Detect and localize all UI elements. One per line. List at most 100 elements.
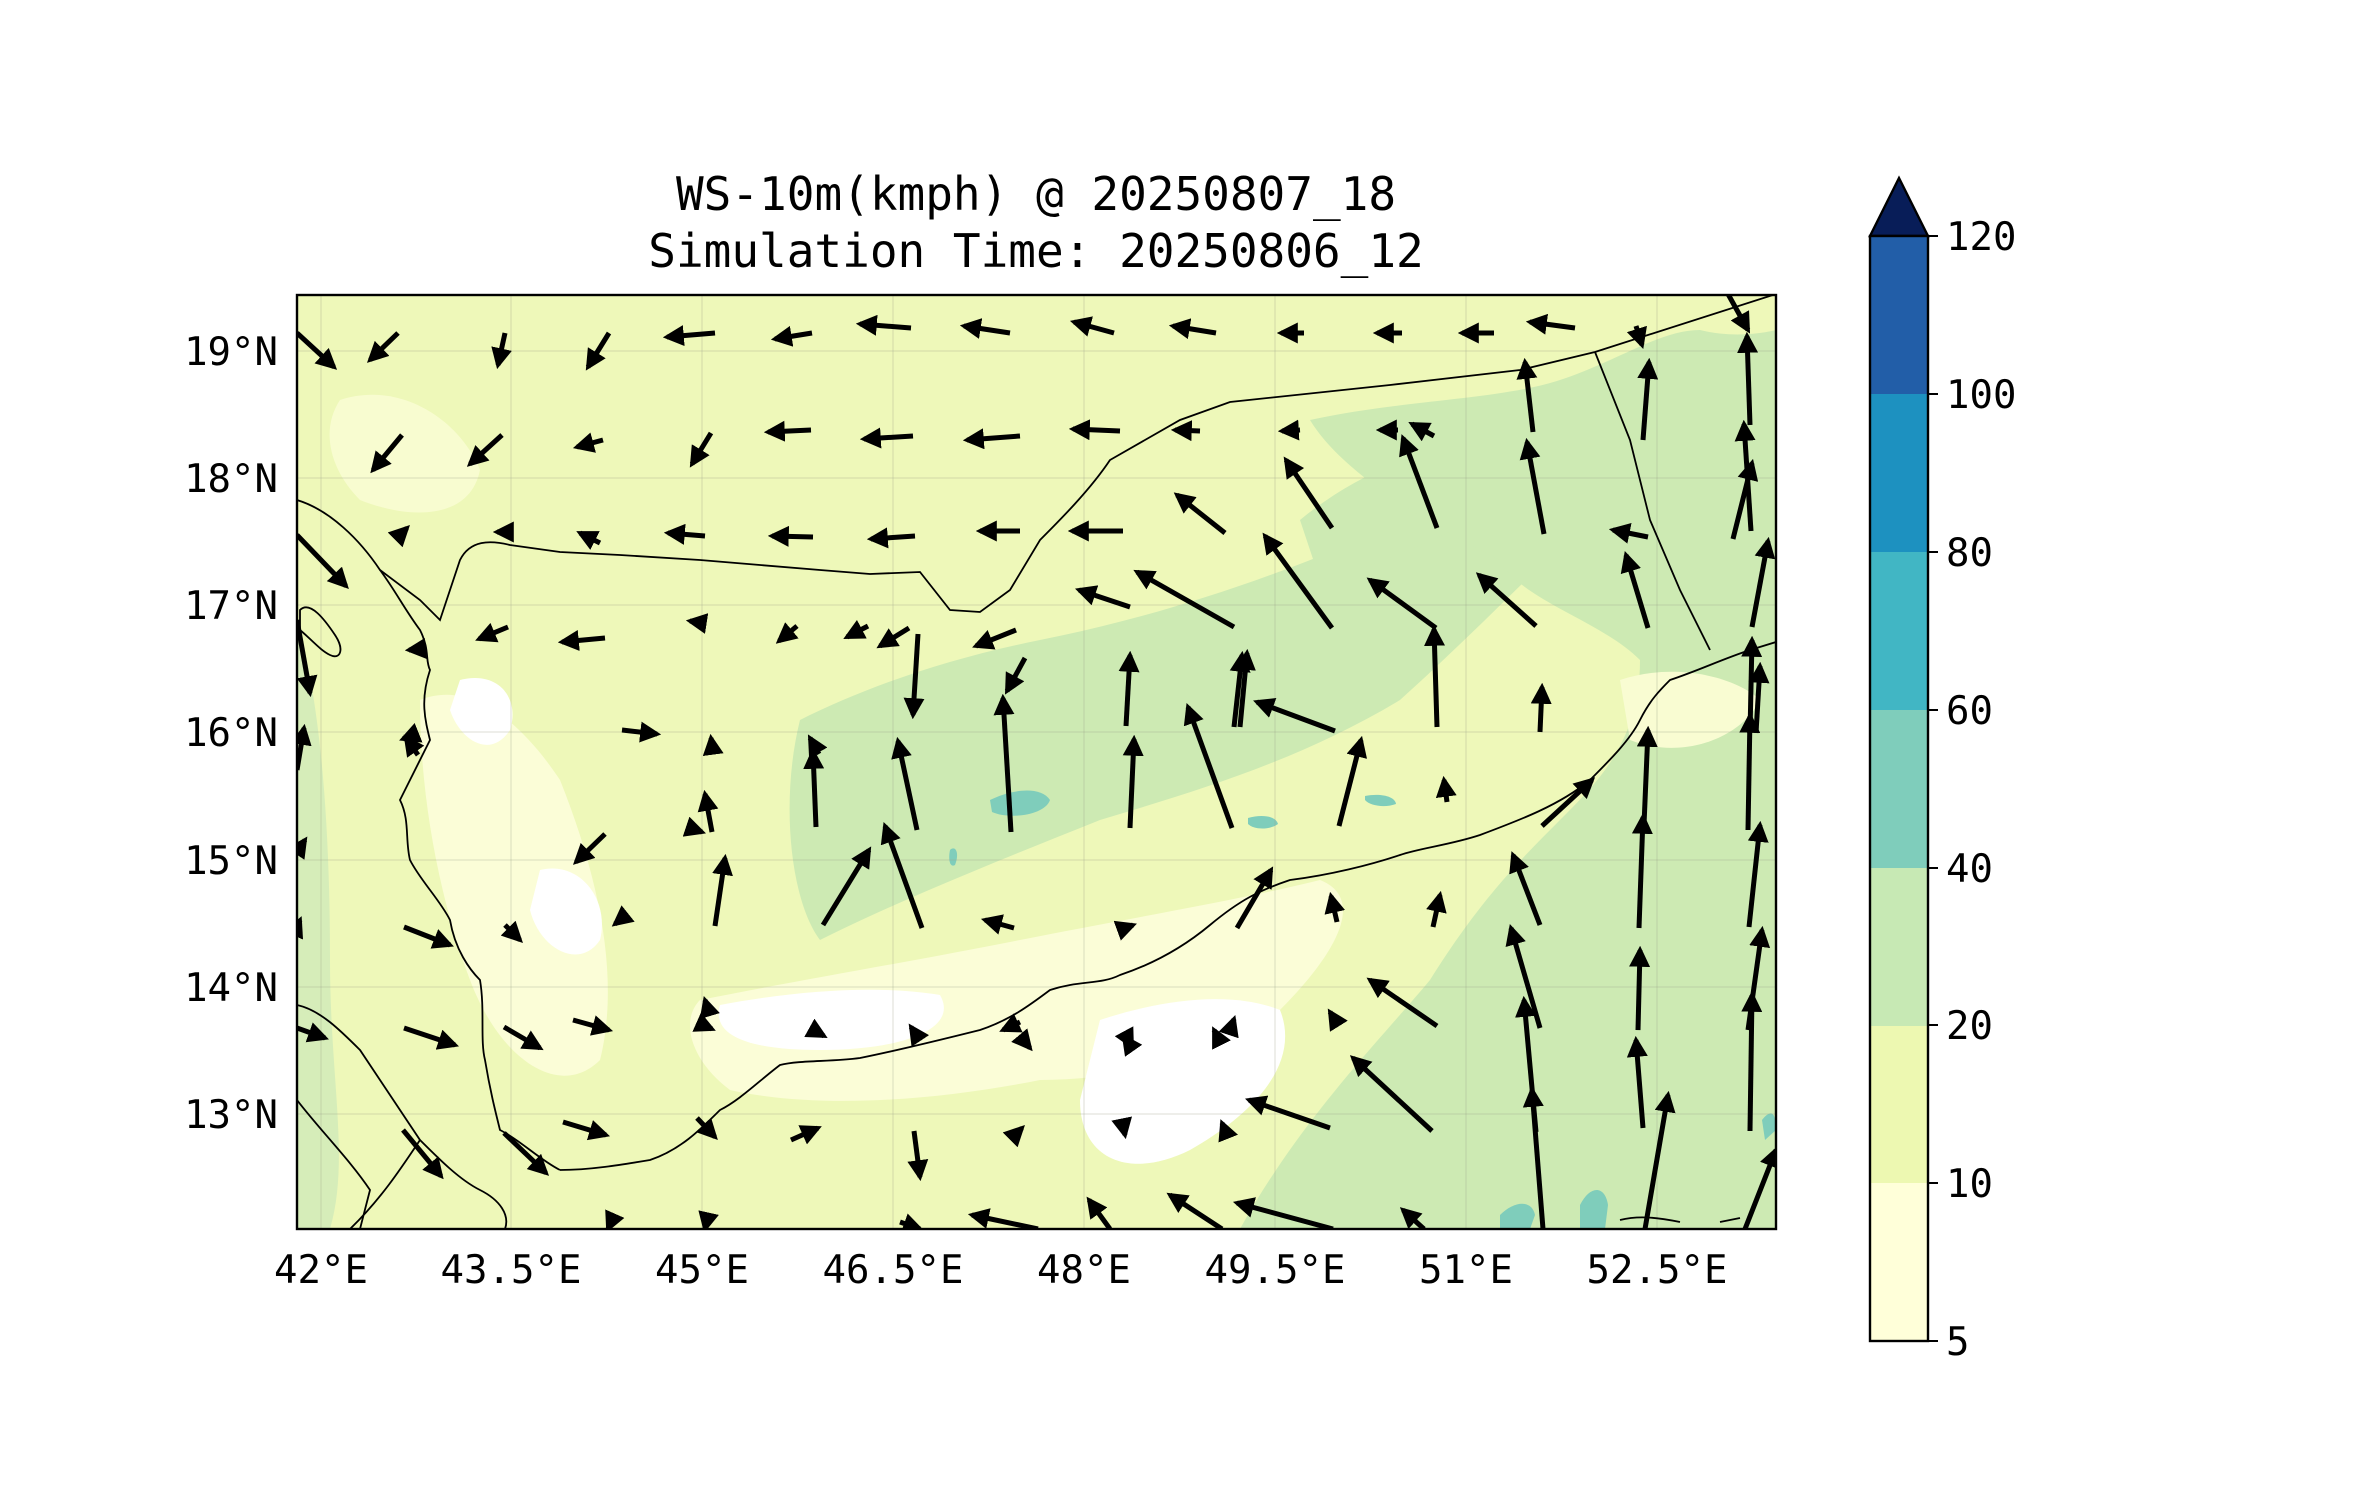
wind-arrow	[557, 629, 606, 651]
wind-arrow	[1626, 325, 1647, 350]
wind-arrow	[980, 914, 1015, 935]
wind-arrow	[789, 1125, 822, 1145]
wind-arrow	[1516, 357, 1538, 433]
wind-arrow	[876, 625, 911, 649]
wind-arrow	[698, 1210, 719, 1229]
x-tick-label: 46.5°E	[823, 1248, 964, 1293]
wind-arrow	[972, 627, 1017, 650]
wind-arrow	[1170, 420, 1201, 442]
wind-arrow	[403, 1025, 459, 1050]
wind-arrow	[1366, 977, 1439, 1029]
y-tick-label: 19°N	[184, 330, 278, 375]
colorbar-band-10-20	[1870, 1025, 1928, 1183]
wind-arrow	[491, 332, 512, 370]
wind-arrow	[1737, 331, 1759, 426]
wind-arrow	[1122, 734, 1144, 829]
wind-arrow	[697, 789, 719, 833]
wind-arrow	[1327, 1008, 1348, 1032]
wind-arrow	[1133, 569, 1236, 630]
wind-arrow	[1253, 698, 1336, 734]
wind-arrow	[1525, 313, 1576, 335]
colorbar-tick-label: 20	[1946, 1004, 1993, 1049]
wind-arrow	[803, 747, 825, 828]
colorbar: 5 10 20 40 60 80 100 120	[1868, 175, 2016, 1365]
map-frame	[295, 293, 1778, 1231]
wind-band-40-60-b	[1248, 816, 1278, 829]
wind-arrow	[502, 1131, 550, 1176]
wind-arrow	[702, 733, 724, 757]
wind-arrow	[1399, 434, 1440, 529]
wind-band-5-10-west	[420, 694, 608, 1076]
border-africa-1	[297, 1099, 371, 1229]
wind-band-40-60-e	[1580, 1190, 1608, 1229]
colorbar-tick-label: 80	[1946, 531, 1993, 576]
wind-arrow	[820, 846, 872, 927]
wind-arrow	[502, 1024, 544, 1051]
colorbar-tick-label: 5	[1946, 1320, 1969, 1365]
wind-arrow	[855, 314, 912, 336]
colorbar-tick-label: 60	[1946, 689, 1993, 734]
colorbar-band-20-40	[1870, 868, 1928, 1026]
map-title-line1: WS-10m(kmph) @ 20250807_18	[676, 167, 1396, 221]
wind-arrow	[859, 427, 914, 449]
wind-arrow	[572, 432, 604, 453]
x-tick-label: 45°E	[655, 1248, 749, 1293]
x-axis-ticks: 42°E 43.5°E 45°E 46.5°E 48°E 49.5°E 51°E…	[274, 1248, 1727, 1293]
wind-arrow	[1519, 437, 1547, 535]
wind-arrow	[999, 1013, 1023, 1033]
island-red-sea	[299, 606, 342, 658]
y-tick-label: 16°N	[184, 711, 278, 756]
colorbar-band-100-120	[1870, 236, 1928, 394]
wind-arrow	[1636, 725, 1658, 826]
wind-arrow	[763, 420, 812, 442]
wind-arrow	[1408, 421, 1436, 442]
colorbar-tick-label: 100	[1946, 373, 2016, 418]
wind-arrow	[1540, 777, 1596, 828]
x-tick-label: 52.5°E	[1587, 1248, 1728, 1293]
wind-band-5-10-north	[329, 394, 480, 513]
y-tick-label: 13°N	[184, 1093, 278, 1138]
wind-band-40-60-f	[1762, 1113, 1776, 1140]
x-tick-label: 42°E	[274, 1248, 368, 1293]
wind-arrow	[866, 527, 916, 549]
wind-arrow	[1399, 1207, 1426, 1229]
border-saudi-yemen	[297, 295, 1776, 622]
y-axis-ticks: 19°N 18°N 17°N 16°N 15°N 14°N 13°N	[184, 330, 278, 1138]
wind-arrow	[297, 331, 338, 370]
border-africa-2	[349, 1139, 421, 1229]
coast-africa	[297, 1004, 508, 1229]
x-tick-label: 49.5°E	[1205, 1248, 1346, 1293]
wind-band-40-60-d	[1500, 1203, 1535, 1229]
wind-arrow	[908, 1023, 930, 1047]
wind-band-40-60-a	[990, 790, 1050, 816]
wind-arrow	[621, 721, 662, 743]
colorbar-tick-label: 10	[1946, 1162, 1993, 1207]
wind-arrow	[1232, 1197, 1334, 1229]
wind-arrow	[576, 530, 602, 550]
wind-arrow	[297, 619, 318, 698]
wind-arrow	[1730, 458, 1759, 540]
wind-arrow	[1509, 851, 1543, 926]
wind-arrow	[1004, 656, 1028, 695]
wind-arrow	[401, 1128, 444, 1180]
colorbar-band-60-80	[1870, 552, 1928, 710]
x-tick-label: 48°E	[1037, 1248, 1131, 1293]
wind-arrow	[695, 1116, 718, 1141]
wind-arrow	[1642, 1090, 1676, 1229]
wind-arrow	[1262, 532, 1335, 630]
wind-arrow	[1277, 419, 1301, 441]
wind-arrow	[962, 428, 1021, 450]
wind-arrow	[500, 920, 523, 943]
wind-arrow	[1218, 1119, 1238, 1143]
wind-arrow	[843, 619, 870, 640]
wind-arrow	[1637, 357, 1659, 441]
wind-arrow	[903, 633, 925, 720]
wind-arrow	[1069, 316, 1115, 337]
wind-arrow	[297, 836, 308, 860]
wind-arrow	[1739, 711, 1761, 831]
coast-gulf-of-aden	[559, 641, 1776, 1171]
y-tick-label: 18°N	[184, 457, 278, 502]
wind-arrow	[1234, 866, 1274, 930]
wind-arrow	[1426, 890, 1447, 928]
colorbar-band-5-10	[1870, 1183, 1928, 1341]
